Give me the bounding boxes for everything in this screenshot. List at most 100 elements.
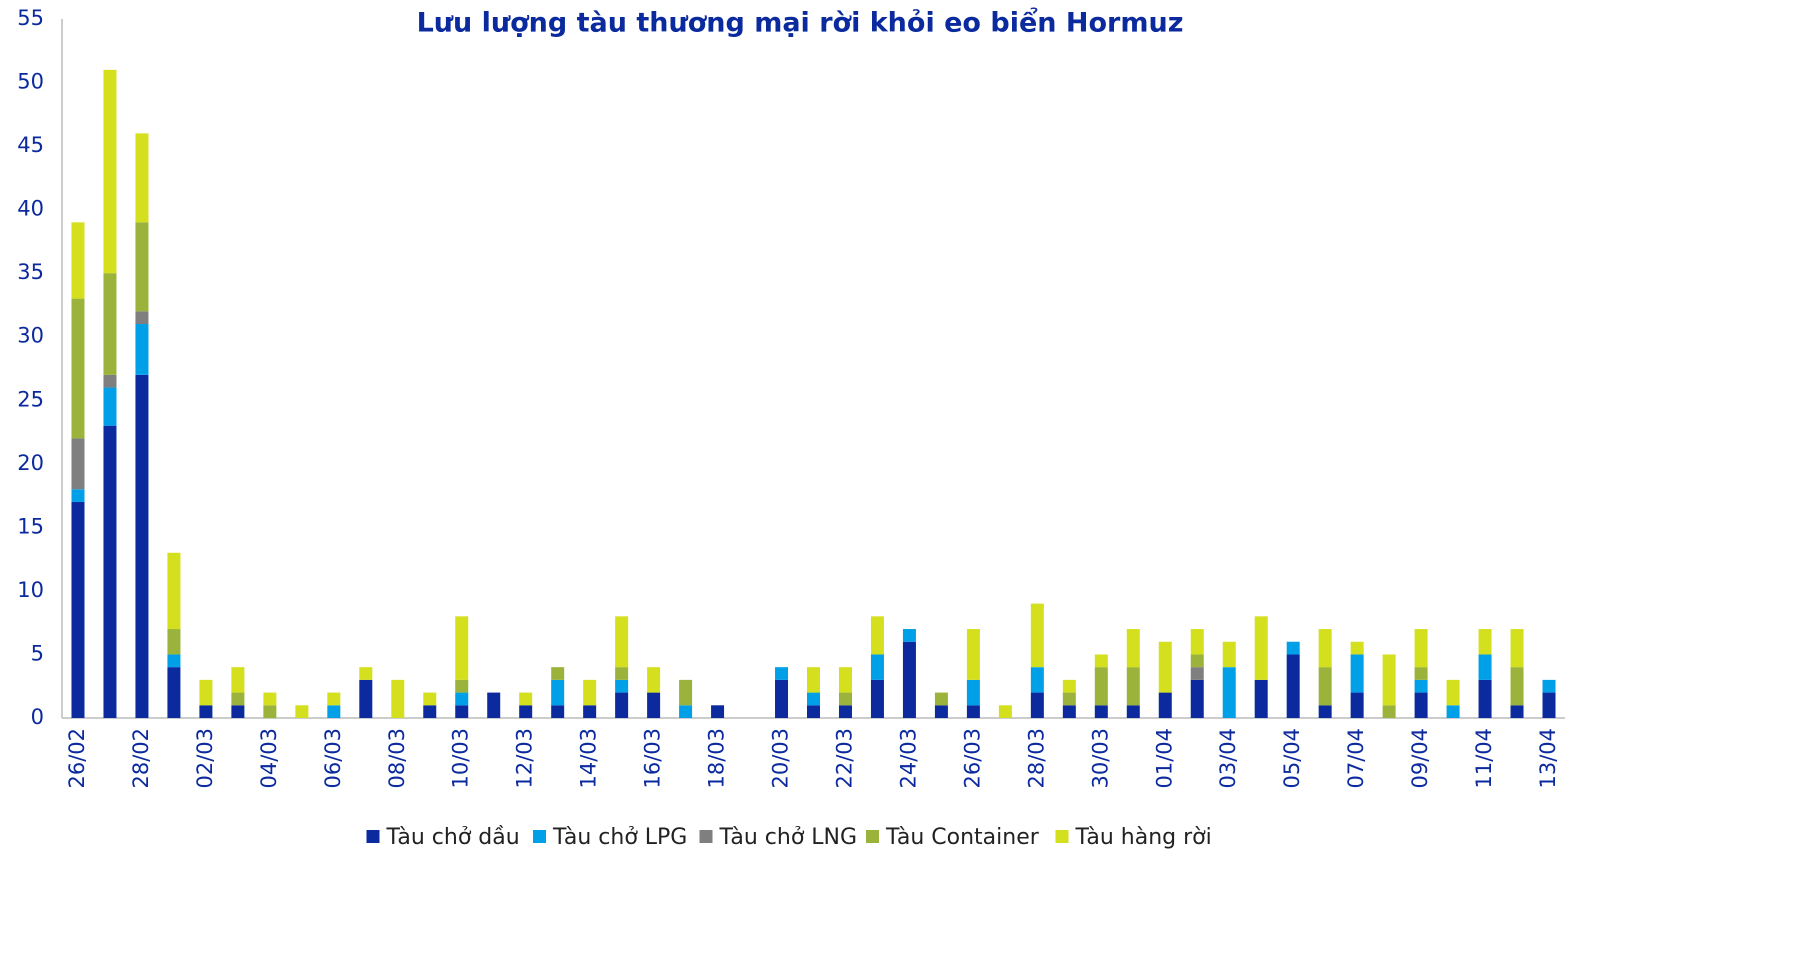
y-tick-label: 25 xyxy=(17,387,44,411)
chart-title: Lưu lượng tàu thương mại rời khỏi eo biể… xyxy=(417,6,1184,39)
bar-segment xyxy=(1158,641,1172,693)
bar-segment xyxy=(135,222,149,312)
bar-segment xyxy=(1126,667,1140,706)
bar-segment xyxy=(551,705,565,718)
bar-segment xyxy=(1350,654,1364,693)
x-tick-label: 18/03 xyxy=(705,728,729,789)
x-tick-label: 10/03 xyxy=(449,728,473,789)
bar-segment xyxy=(519,692,533,706)
bar-segment xyxy=(966,705,980,718)
y-tick-label: 0 xyxy=(31,705,44,729)
x-tick-label: 09/04 xyxy=(1408,728,1432,789)
x-tick-label: 12/03 xyxy=(513,728,537,789)
bar-segment xyxy=(263,692,277,706)
bar-segment xyxy=(231,667,245,693)
legend-label: Tàu hàng rời xyxy=(1075,825,1212,850)
bar-segment xyxy=(167,629,181,655)
x-tick-label: 11/04 xyxy=(1472,728,1496,789)
y-tick-label: 5 xyxy=(31,641,44,665)
bar-segment xyxy=(775,667,789,680)
bar-segment xyxy=(391,679,405,718)
legend-swatch xyxy=(866,830,879,843)
x-tick-label: 24/03 xyxy=(896,728,920,789)
bar-segment xyxy=(1542,692,1556,718)
bar-segment xyxy=(199,679,213,706)
bar-segment xyxy=(1414,679,1428,693)
bar-segment xyxy=(551,667,565,680)
bar-segment xyxy=(902,641,916,718)
bar-segment xyxy=(902,629,916,642)
bar-segment xyxy=(615,616,629,668)
legend-swatch xyxy=(699,830,713,843)
bar-segment xyxy=(1414,692,1428,718)
bar-segment xyxy=(1350,692,1364,718)
x-tick-label: 03/04 xyxy=(1216,728,1240,789)
bar-segment xyxy=(1478,679,1492,718)
x-tick-label: 30/03 xyxy=(1088,728,1112,789)
bar-segment xyxy=(1254,679,1268,718)
x-tick-label: 06/03 xyxy=(321,728,345,789)
bar-segment xyxy=(1542,679,1556,693)
bar-segment xyxy=(455,679,469,693)
bar-segment xyxy=(1030,692,1044,718)
x-tick-label: 26/03 xyxy=(960,728,984,789)
bar-segment xyxy=(870,679,884,718)
bar-segment xyxy=(647,667,661,693)
bar-segment xyxy=(71,489,85,502)
x-tick-label: 01/04 xyxy=(1152,728,1176,789)
legend-label: Tàu chở LNG xyxy=(719,825,858,850)
bar-segment xyxy=(167,654,181,668)
y-tick-label: 45 xyxy=(17,133,44,157)
bar-segment xyxy=(423,692,437,706)
x-tick-label: 22/03 xyxy=(832,728,856,789)
legend-swatch xyxy=(1055,830,1069,843)
bar-segment xyxy=(1030,667,1044,693)
bar-segment xyxy=(807,705,820,718)
bar-segment xyxy=(1414,629,1428,668)
bar-segment xyxy=(1094,654,1108,668)
bar-segment xyxy=(167,552,181,630)
bar-segment xyxy=(295,705,309,718)
bar-segment xyxy=(1062,679,1076,693)
bar-segment xyxy=(1382,654,1396,706)
x-tick-label: 02/03 xyxy=(193,728,217,789)
bar-segment xyxy=(1094,667,1108,706)
y-tick-label: 20 xyxy=(17,451,44,475)
bar-segment xyxy=(455,692,469,706)
bar-segment xyxy=(71,438,85,490)
bar-segment xyxy=(359,679,373,718)
bar-segment xyxy=(1318,629,1332,668)
bar-segment xyxy=(1190,629,1204,655)
y-tick-label: 40 xyxy=(17,197,44,221)
x-tick-label: 13/04 xyxy=(1536,728,1560,789)
bar-segment xyxy=(1478,654,1492,680)
bar-segment xyxy=(838,667,852,693)
y-tick-label: 30 xyxy=(17,324,44,348)
bar-segment xyxy=(1190,654,1204,668)
bar-segment xyxy=(1126,629,1140,668)
bar-segment xyxy=(1190,679,1204,718)
bar-segment xyxy=(167,667,181,718)
bar-segment xyxy=(231,705,245,718)
bar-segment xyxy=(1286,654,1300,718)
x-tick-label: 20/03 xyxy=(769,728,793,789)
bar-segment xyxy=(870,654,884,680)
bar-segment xyxy=(1446,705,1460,718)
bar-segment xyxy=(1510,705,1524,718)
x-tick-label: 14/03 xyxy=(577,728,601,789)
x-tick-label: 05/04 xyxy=(1280,728,1304,789)
bar-segment xyxy=(679,679,693,706)
bar-segment xyxy=(327,692,341,706)
bar-segment xyxy=(135,133,149,223)
legend-swatch xyxy=(533,830,546,843)
y-tick-label: 10 xyxy=(17,578,44,602)
bar-segment xyxy=(1062,692,1076,706)
x-tick-label: 28/02 xyxy=(129,728,153,789)
x-tick-label: 28/03 xyxy=(1024,728,1048,789)
bar-segment xyxy=(1094,705,1108,718)
bar-segment xyxy=(487,692,501,718)
legend-swatch xyxy=(366,830,380,843)
bar-segment xyxy=(1286,641,1300,655)
bar-segment xyxy=(838,692,852,706)
